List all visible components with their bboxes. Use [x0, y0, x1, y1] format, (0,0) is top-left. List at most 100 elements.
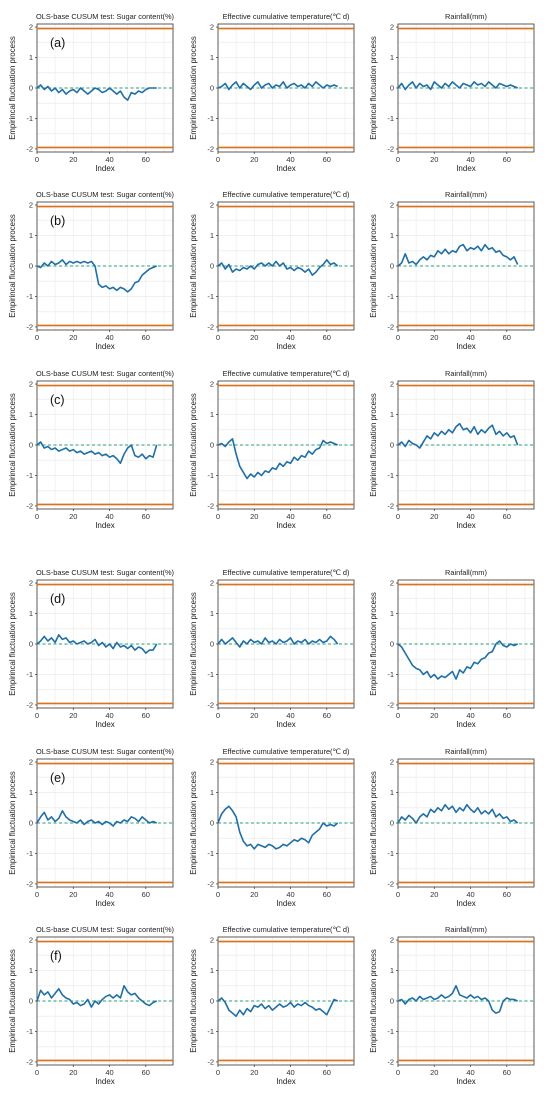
y-tick-label: 1 [210, 609, 214, 618]
y-tick-label: 0 [390, 997, 394, 1006]
y-axis-label: Empirincal fluctuation process [369, 36, 378, 140]
x-tick-label: 0 [35, 711, 39, 720]
y-tick-label: 0 [210, 997, 214, 1006]
panel-title: OLS-base CUSUM test: Sugar content(%) [36, 747, 174, 756]
x-tick-label: 20 [250, 1068, 258, 1077]
y-tick-label: -1 [387, 849, 394, 858]
cusum-series-line [397, 81, 518, 91]
y-tick-label: 0 [29, 997, 33, 1006]
y-tick-label: 0 [390, 819, 394, 828]
y-tick-label: 1 [29, 966, 33, 975]
panel-letter-label: (d) [50, 592, 65, 606]
x-tick-label: 20 [250, 890, 258, 899]
y-axis-label: Empirincal fluctuation process [8, 393, 17, 497]
y-tick-label: -2 [26, 322, 33, 331]
x-tick-label: 0 [216, 155, 220, 164]
y-tick-label: -1 [207, 1027, 214, 1036]
x-axis-label: Index [276, 342, 296, 351]
y-tick-label: 1 [210, 966, 214, 975]
cusum-series-line [36, 984, 157, 1008]
x-tick-label: 20 [250, 155, 258, 164]
y-tick-label: 0 [210, 441, 214, 450]
y-tick-label: 2 [390, 23, 394, 32]
x-tick-label: 0 [396, 333, 400, 342]
cusum-series-line [217, 81, 338, 91]
x-tick-label: 60 [503, 1068, 511, 1077]
y-tick-label: 2 [210, 936, 214, 945]
y-tick-label: 1 [29, 53, 33, 62]
panel-b: OLS-base CUSUM test: Sugar content(%) -2 -… [8, 190, 174, 351]
panel-e: OLS-base CUSUM test: Sugar content(%) -2 -… [8, 747, 174, 908]
y-tick-label: -2 [387, 501, 394, 510]
y-tick-label: -1 [26, 670, 33, 679]
y-tick-label: 1 [210, 788, 214, 797]
y-tick-label: 2 [29, 936, 33, 945]
y-tick-label: -1 [26, 1027, 33, 1036]
panel-title: OLS-base CUSUM test: Sugar content(%) [36, 568, 174, 577]
y-axis-label: Empirincal fluctuation process [369, 949, 378, 1053]
panel-f: OLS-base CUSUM test: Sugar content(%) -2 -… [8, 925, 174, 1086]
panel-c: OLS-base CUSUM test: Sugar content(%) -2 -… [8, 369, 174, 530]
x-tick-label: 0 [35, 1068, 39, 1077]
x-tick-label: 20 [250, 333, 258, 342]
x-tick-label: 20 [430, 155, 438, 164]
x-tick-label: 40 [286, 155, 294, 164]
x-tick-label: 60 [503, 890, 511, 899]
x-axis-label: Index [95, 521, 115, 530]
x-tick-label: 40 [105, 711, 113, 720]
y-tick-label: 1 [210, 410, 214, 419]
y-axis-label: Empirincal fluctuation process [369, 214, 378, 318]
cusum-series-line [217, 997, 338, 1018]
y-axis-label: Empirincal fluctuation process [189, 771, 198, 875]
y-axis-label: Empirincal fluctuation process [8, 214, 17, 318]
y-tick-label: 1 [210, 231, 214, 240]
x-tick-label: 0 [216, 512, 220, 521]
panel-title: OLS-base CUSUM test: Sugar content(%) [36, 190, 174, 199]
x-tick-label: 0 [216, 711, 220, 720]
panel-title: Effective cumulative temperature(℃ d) [223, 925, 350, 934]
panel-title: Effective cumulative temperature(℃ d) [223, 568, 350, 577]
y-tick-label: -2 [387, 144, 394, 153]
y-tick-label: 1 [390, 966, 394, 975]
x-tick-label: 0 [396, 1068, 400, 1077]
cusum-series-line [397, 984, 518, 1014]
x-axis-label: Index [456, 164, 476, 173]
y-axis-label: Empirincal fluctuation process [369, 592, 378, 696]
y-tick-label: -2 [207, 879, 214, 888]
y-tick-label: 0 [29, 441, 33, 450]
cusum-series-line [397, 640, 518, 680]
x-tick-label: 60 [142, 711, 150, 720]
y-tick-label: 0 [210, 262, 214, 271]
y-axis-label: Empirincal fluctuation process [189, 214, 198, 318]
x-tick-label: 40 [466, 1068, 474, 1077]
y-tick-label: 0 [29, 819, 33, 828]
y-tick-label: 0 [390, 640, 394, 649]
y-tick-label: 1 [390, 609, 394, 618]
y-tick-label: 2 [29, 201, 33, 210]
y-tick-label: 1 [390, 788, 394, 797]
y-tick-label: -1 [387, 1027, 394, 1036]
x-tick-label: 60 [323, 711, 331, 720]
panel-letter-label: (b) [50, 214, 65, 228]
x-tick-label: 0 [35, 155, 39, 164]
x-tick-label: 20 [69, 711, 77, 720]
y-tick-label: -1 [207, 670, 214, 679]
panel-title: OLS-base CUSUM test: Sugar content(%) [36, 12, 174, 21]
y-tick-label: -1 [26, 114, 33, 123]
panel-letter-label: (a) [50, 36, 65, 50]
y-axis-label: Empirincal fluctuation process [189, 949, 198, 1053]
y-axis-label: Empirincal fluctuation process [8, 771, 17, 875]
x-tick-label: 20 [430, 333, 438, 342]
panel-title: Rainfall(mm) [445, 12, 487, 21]
y-tick-label: -2 [26, 1057, 33, 1066]
y-tick-label: 0 [29, 84, 33, 93]
x-axis-label: Index [95, 342, 115, 351]
x-tick-label: 40 [466, 711, 474, 720]
y-tick-label: -2 [387, 1057, 394, 1066]
x-tick-label: 40 [105, 333, 113, 342]
panel-title: OLS-base CUSUM test: Sugar content(%) [36, 369, 174, 378]
x-tick-label: 20 [69, 333, 77, 342]
